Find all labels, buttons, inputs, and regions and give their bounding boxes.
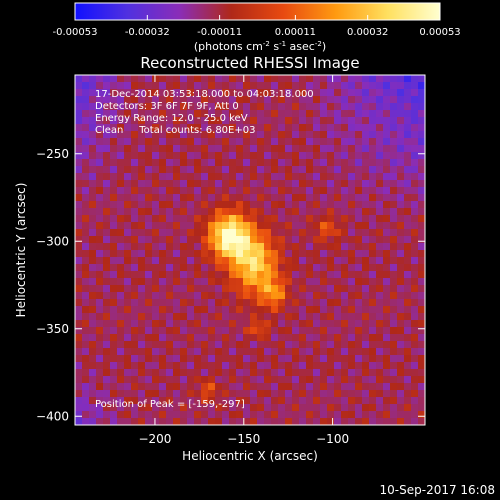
- colorbar-tick-label: 0.00053: [419, 27, 460, 38]
- colorbar-unit-label: (photons cm-2 s-1 asec-2): [194, 40, 326, 53]
- axis-ticks: −200 −150 −100 −250 −300 −350 −400: [36, 75, 425, 446]
- colorbar-tick-label: -0.00032: [125, 27, 170, 38]
- y-tick-label: −250: [36, 147, 69, 161]
- y-tick-label: −400: [36, 409, 69, 423]
- colorbar-ticks: -0.00053 -0.00032 -0.00011 0.00011 0.00032 0.…: [53, 15, 461, 38]
- plot-frame: [74, 74, 426, 426]
- y-axis-label: Heliocentric Y (arcsec): [14, 183, 28, 318]
- x-axis-label: Heliocentric X (arcsec): [182, 449, 318, 463]
- colorbar-tick-label: -0.00011: [197, 27, 242, 38]
- colorbar: [74, 2, 441, 21]
- info-overlay: 17-Dec-2014 03:53:18.000 to 04:03:18.000…: [95, 89, 314, 410]
- info-line-energy: Energy Range: 12.0 - 25.0 keV: [95, 113, 248, 124]
- info-line-time: 17-Dec-2014 03:53:18.000 to 04:03:18.000: [95, 89, 314, 100]
- y-tick-label: −350: [36, 322, 69, 336]
- peak-position-label: Position of Peak = [-159,-297]: [95, 399, 245, 410]
- heatmap-image: [75, 75, 425, 425]
- x-tick-label: −150: [227, 432, 260, 446]
- info-line-clean: Clean Total counts: 6.80E+03: [95, 125, 255, 136]
- footer-timestamp: 10-Sep-2017 16:08: [380, 483, 495, 497]
- info-line-detectors: Detectors: 3F 6F 7F 9F, Att 0: [95, 101, 239, 112]
- x-tick-label: −100: [316, 432, 349, 446]
- colorbar-tick-label: 0.00011: [275, 27, 316, 38]
- y-tick-label: −300: [36, 234, 69, 248]
- chart-title: Reconstructed RHESSI Image: [140, 54, 359, 72]
- colorbar-tick-label: -0.00053: [53, 27, 98, 38]
- colorbar-tick-label: 0.00032: [347, 27, 388, 38]
- x-tick-label: −200: [138, 432, 171, 446]
